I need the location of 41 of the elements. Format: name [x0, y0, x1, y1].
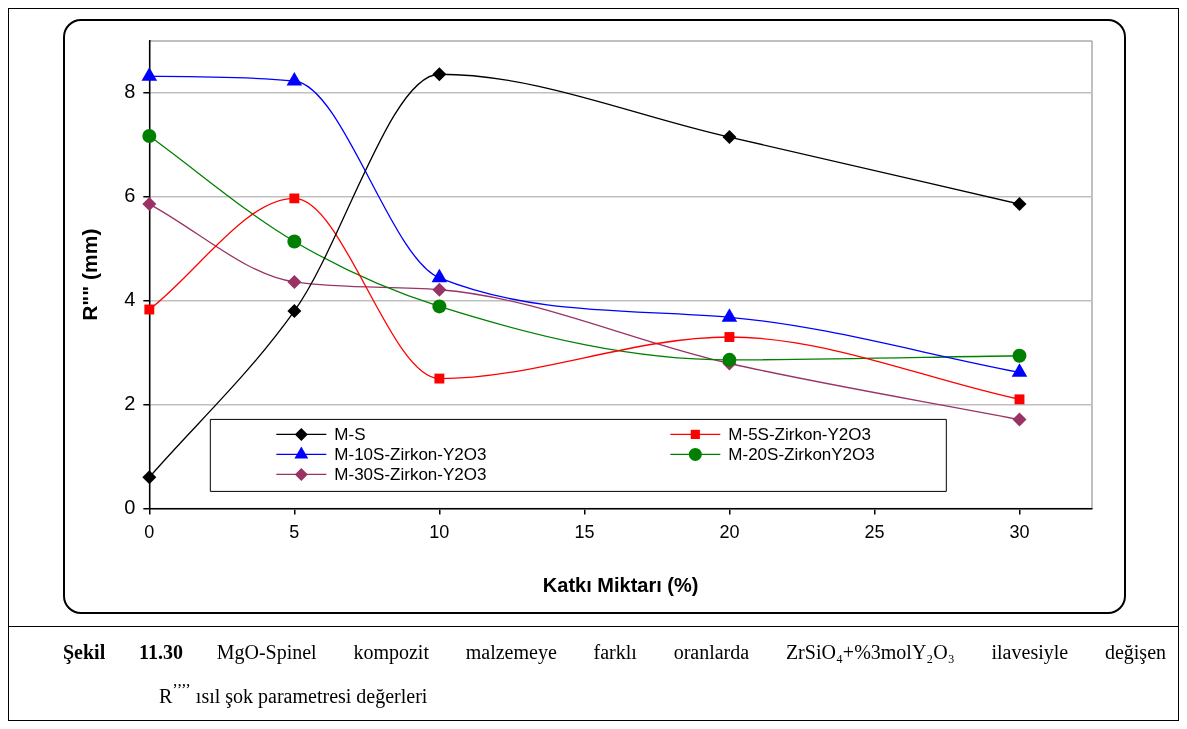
- x-tick-label: 10: [429, 522, 450, 543]
- y-tick-label: 2: [124, 392, 136, 415]
- legend-label: M-20S-ZirkonY2O3: [728, 445, 875, 465]
- x-tick-label: 30: [1009, 522, 1030, 543]
- y-tick-label: 6: [124, 184, 136, 207]
- y-tick-label: 0: [124, 495, 136, 518]
- text: MgO-Spinel kompozit malzemeye farklı oranlarda ZrSiO₄+%3molY₂O₃ ilavesiyle değişen: [216, 641, 1167, 663]
- point: [289, 193, 300, 204]
- text: R$^{’’’’}$ ısıl şok parametresi değerleri: [158, 679, 429, 710]
- point: [142, 129, 157, 144]
- x-tick-label: 0: [144, 522, 155, 543]
- point: [432, 282, 447, 297]
- y-tick-label: 4: [124, 288, 136, 311]
- text: Şekil 11.30: [63, 641, 183, 663]
- legend-label: M-5S-Zirkon-Y2O3: [728, 425, 871, 445]
- x-tick-label: 25: [864, 522, 885, 543]
- point: [287, 234, 302, 249]
- point: [724, 332, 735, 342]
- point: [287, 274, 302, 289]
- point: [1012, 412, 1027, 427]
- point: [1012, 197, 1027, 212]
- point: [142, 197, 157, 212]
- point: [432, 299, 447, 314]
- point: [142, 470, 157, 485]
- x-tick-label: 20: [719, 522, 740, 543]
- point: [1014, 394, 1025, 405]
- point: [1012, 348, 1027, 363]
- y-tick-label: 8: [124, 80, 136, 103]
- legend-label: M-30S-Zirkon-Y2O3: [334, 465, 487, 485]
- point: [144, 304, 155, 315]
- point: [722, 130, 737, 145]
- x-axis-title: Katkı Miktarı (%): [542, 573, 699, 596]
- point: [434, 373, 445, 384]
- x-tick-label: 5: [289, 522, 300, 543]
- y-axis-title: R"" (mm): [78, 228, 102, 321]
- point: [432, 67, 447, 82]
- legend-label: M-10S-Zirkon-Y2O3: [334, 445, 487, 465]
- point: [287, 304, 302, 319]
- point: [722, 352, 737, 367]
- x-tick-label: 15: [574, 522, 595, 543]
- legend-label: M-S: [334, 425, 366, 445]
